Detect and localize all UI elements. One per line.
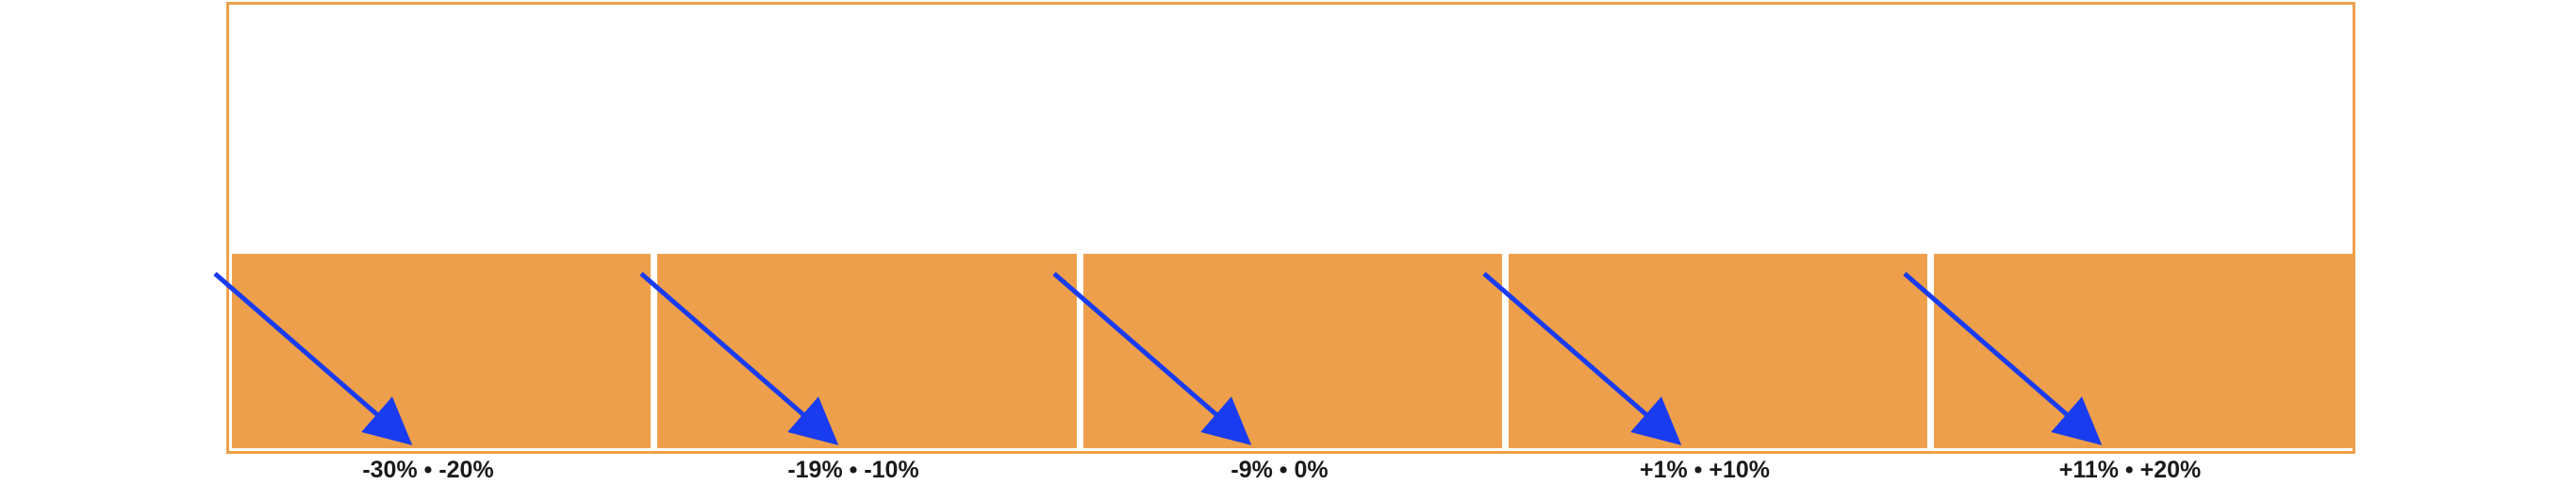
bucket-3[interactable] xyxy=(1083,254,1502,448)
arrow-down-right-icon xyxy=(1903,272,2103,445)
bucket-4-label: +1% • +10% xyxy=(1639,457,1770,483)
bucket-4[interactable] xyxy=(1509,254,1927,448)
bucket-5[interactable] xyxy=(1934,254,2353,448)
arrow-down-right-icon xyxy=(1482,272,1682,445)
arrow-down-right-icon xyxy=(639,272,839,445)
bucket-3-label: -9% • 0% xyxy=(1230,457,1329,483)
bucket-2-label: -19% • -10% xyxy=(787,457,919,483)
bucket-1-label: -30% • -20% xyxy=(362,457,494,483)
arrow-down-right-icon xyxy=(213,272,413,445)
arrow-down-right-icon xyxy=(1052,272,1252,445)
bucket-5-label: +11% • +20% xyxy=(2058,457,2202,483)
panel-frame xyxy=(226,2,2355,454)
